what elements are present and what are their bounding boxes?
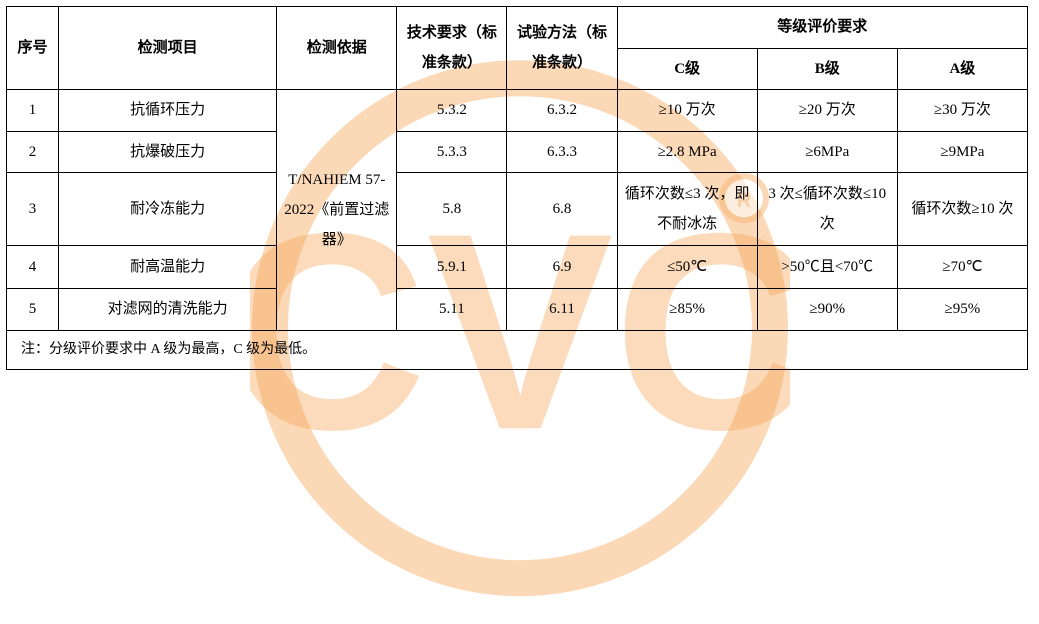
cell-gradeB: ≥20 万次 (757, 90, 897, 132)
col-header-tech: 技术要求（标准条款） (397, 7, 507, 90)
footnote-cell: 注：分级评价要求中 A 级为最高，C 级为最低。 (7, 330, 1028, 369)
cell-gradeA: ≥70℃ (897, 246, 1027, 289)
cell-method: 6.9 (507, 246, 617, 289)
table-footnote-row: 注：分级评价要求中 A 级为最高，C 级为最低。 (7, 330, 1028, 369)
cell-basis: T/NAHIEM 57-2022《前置过滤器》 (277, 90, 397, 331)
spec-table: 序号 检测项目 检测依据 技术要求（标准条款） 试验方法（标准条款） 等级评价要… (6, 6, 1028, 370)
cell-gradeA: ≥9MPa (897, 131, 1027, 173)
cell-gradeC: ≥85% (617, 289, 757, 331)
cell-seq: 5 (7, 289, 59, 331)
table-row: 1 抗循环压力 T/NAHIEM 57-2022《前置过滤器》 5.3.2 6.… (7, 90, 1028, 132)
cell-tech: 5.3.3 (397, 131, 507, 173)
cell-method: 6.3.2 (507, 90, 617, 132)
cell-seq: 1 (7, 90, 59, 132)
cell-gradeC: ≤50℃ (617, 246, 757, 289)
cell-method: 6.11 (507, 289, 617, 331)
cell-seq: 3 (7, 173, 59, 246)
table-row: 3 耐冷冻能力 5.8 6.8 循环次数≤3 次，即不耐冰冻 3 次≤循环次数≤… (7, 173, 1028, 246)
cell-gradeB: ≥90% (757, 289, 897, 331)
cell-method: 6.8 (507, 173, 617, 246)
cell-tech: 5.11 (397, 289, 507, 331)
cell-gradeB: 3 次≤循环次数≤10 次 (757, 173, 897, 246)
cell-gradeC: 循环次数≤3 次，即不耐冰冻 (617, 173, 757, 246)
cell-item: 抗循环压力 (59, 90, 277, 132)
cell-gradeA: ≥95% (897, 289, 1027, 331)
col-header-basis: 检测依据 (277, 7, 397, 90)
cell-gradeB: ≥6MPa (757, 131, 897, 173)
cell-item: 耐冷冻能力 (59, 173, 277, 246)
table-row: 5 对滤网的清洗能力 5.11 6.11 ≥85% ≥90% ≥95% (7, 289, 1028, 331)
table-header-row-1: 序号 检测项目 检测依据 技术要求（标准条款） 试验方法（标准条款） 等级评价要… (7, 7, 1028, 49)
cell-gradeA: ≥30 万次 (897, 90, 1027, 132)
cell-gradeC: ≥10 万次 (617, 90, 757, 132)
col-header-gradeB: B级 (757, 48, 897, 90)
cell-method: 6.3.3 (507, 131, 617, 173)
cell-item: 对滤网的清洗能力 (59, 289, 277, 331)
col-header-grade-group: 等级评价要求 (617, 7, 1027, 49)
col-header-seq: 序号 (7, 7, 59, 90)
col-header-gradeA: A级 (897, 48, 1027, 90)
cell-gradeC: ≥2.8 MPa (617, 131, 757, 173)
cell-tech: 5.8 (397, 173, 507, 246)
cell-item: 耐高温能力 (59, 246, 277, 289)
col-header-item: 检测项目 (59, 7, 277, 90)
cell-tech: 5.9.1 (397, 246, 507, 289)
cell-item: 抗爆破压力 (59, 131, 277, 173)
cell-seq: 4 (7, 246, 59, 289)
table-row: 2 抗爆破压力 5.3.3 6.3.3 ≥2.8 MPa ≥6MPa ≥9MPa (7, 131, 1028, 173)
cell-seq: 2 (7, 131, 59, 173)
table-row: 4 耐高温能力 5.9.1 6.9 ≤50℃ >50℃且<70℃ ≥70℃ (7, 246, 1028, 289)
cell-gradeB: >50℃且<70℃ (757, 246, 897, 289)
cell-tech: 5.3.2 (397, 90, 507, 132)
cell-gradeA: 循环次数≥10 次 (897, 173, 1027, 246)
col-header-method: 试验方法（标准条款） (507, 7, 617, 90)
col-header-gradeC: C级 (617, 48, 757, 90)
